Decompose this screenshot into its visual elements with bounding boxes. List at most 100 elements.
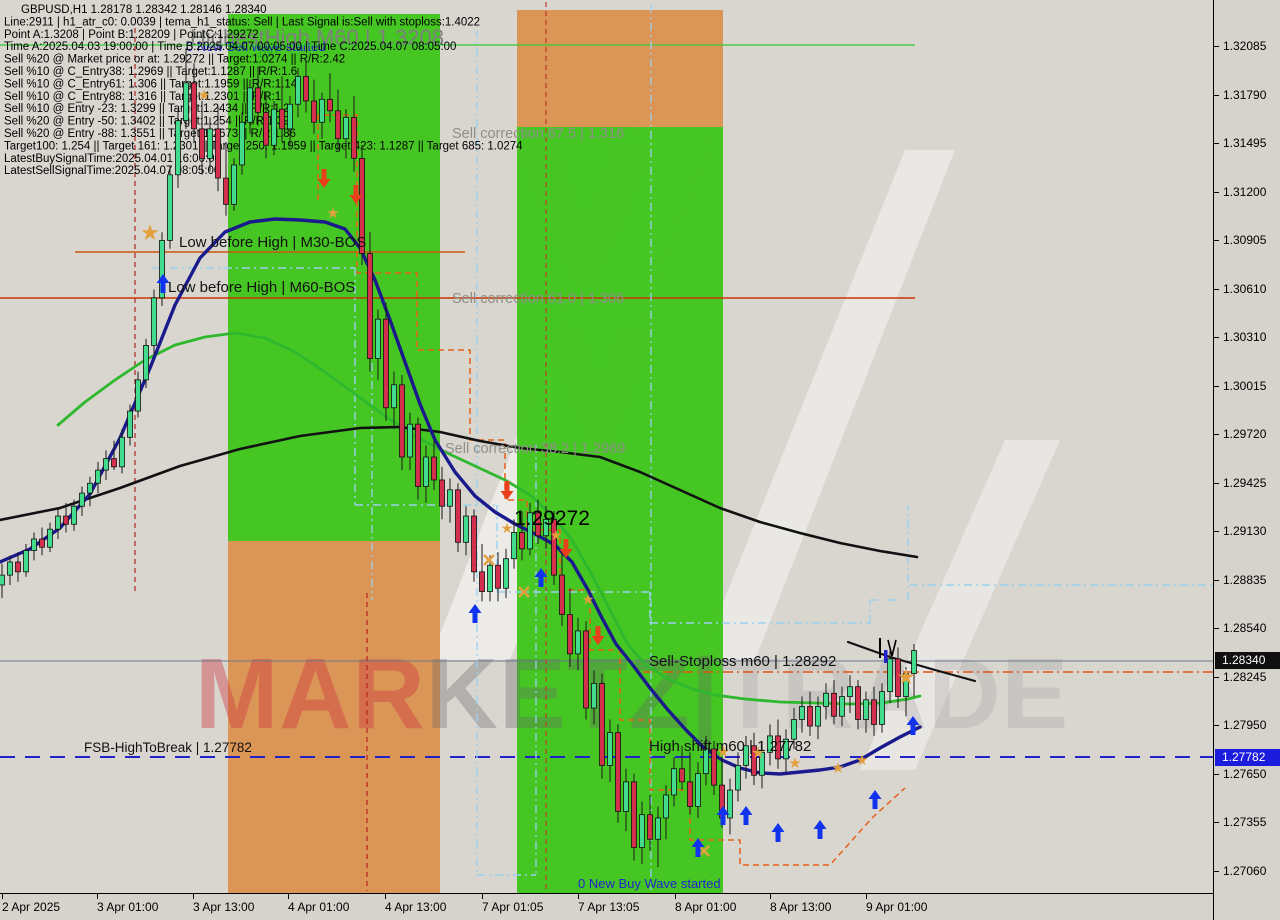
annotation-corr-382: Sell correction 38.2 | 1.2969 xyxy=(445,441,625,457)
candle xyxy=(151,289,157,356)
time-axis-tick xyxy=(97,894,98,899)
price-axis-tick xyxy=(1214,95,1219,96)
price-axis-label: 1.29720 xyxy=(1223,427,1267,441)
price-axis-tick xyxy=(1214,289,1219,290)
star-marker-icon: ★ xyxy=(550,527,563,543)
sell-arrow-icon xyxy=(500,481,514,500)
time-axis-label: 2 Apr 2025 xyxy=(2,900,61,914)
candle xyxy=(471,509,477,582)
info-line: Sell %20 @ Entry -50: 1.3402 || Target:1… xyxy=(4,116,290,128)
sell-arrow-icon xyxy=(559,539,573,558)
candle xyxy=(327,73,333,123)
candle xyxy=(215,105,221,192)
ma-line-green xyxy=(56,331,922,706)
time-axis-label: 4 Apr 01:00 xyxy=(288,900,350,914)
candle xyxy=(583,621,589,720)
price-axis-label: 1.32085 xyxy=(1223,39,1267,53)
price-axis-label: 1.27060 xyxy=(1223,864,1267,878)
cross-marker-icon xyxy=(483,554,495,566)
candle xyxy=(423,445,429,503)
candle xyxy=(567,588,573,668)
candle xyxy=(839,686,845,727)
cross-marker-icon xyxy=(698,845,710,857)
price-axis-tick xyxy=(1214,192,1219,193)
candle xyxy=(863,691,869,733)
price-axis-tick xyxy=(1214,143,1219,144)
annotation-fsb-high-to-break: FSB-HighToBreak | 1.27782 xyxy=(84,740,252,755)
candle xyxy=(287,96,293,146)
star-marker-icon: ★ xyxy=(751,745,765,762)
info-line: Sell %20 @ Entry -88: 1.3551 || Target:1… xyxy=(4,128,296,140)
candle xyxy=(375,309,381,380)
candle xyxy=(167,166,173,249)
candle xyxy=(351,96,357,172)
candle xyxy=(551,511,557,585)
time-axis-label: 9 Apr 01:00 xyxy=(866,900,928,914)
candle xyxy=(255,66,261,126)
candle xyxy=(271,100,277,156)
candle xyxy=(799,696,805,733)
price-axis-tick xyxy=(1214,580,1219,581)
candle xyxy=(71,499,77,531)
price-axis-label: 1.31200 xyxy=(1223,185,1267,199)
price-axis-label: 1.30310 xyxy=(1223,330,1267,344)
brand-watermark: MARKETZ|TRADE xyxy=(195,638,1069,751)
candle xyxy=(391,371,397,430)
star-marker-icon: ★ xyxy=(326,205,339,222)
price-axis-tick xyxy=(1214,386,1219,387)
candle xyxy=(671,757,677,807)
time-axis[interactable]: 2 Apr 2025 3 Apr 01:00 3 Apr 13:00 4 Apr 01… xyxy=(0,893,1213,920)
annotation-fib-100: 100 xyxy=(257,46,277,60)
candle xyxy=(527,502,533,556)
candle xyxy=(703,735,709,786)
candle xyxy=(759,740,765,789)
annotation-high-shift: High shift m60 | 1.27782 xyxy=(649,738,811,755)
candle xyxy=(623,768,629,832)
candle xyxy=(383,302,389,421)
candle xyxy=(47,522,53,553)
candle xyxy=(855,680,861,730)
chart-canvas[interactable]: MARKETZ|TRADE HighestHigh M60 | 1.3208 0 N… xyxy=(0,0,1213,893)
time-axis-label: 3 Apr 01:00 xyxy=(97,900,159,914)
candle xyxy=(783,729,789,773)
candle xyxy=(55,509,61,540)
buy-arrow-icon xyxy=(534,568,548,587)
buy-arrow-icon xyxy=(739,806,753,825)
candle xyxy=(223,141,229,216)
price-axis[interactable]: 1.32085 1.31790 1.31495 1.31200 1.30905 1.306… xyxy=(1213,0,1280,920)
candle xyxy=(559,548,565,626)
candle xyxy=(687,752,693,815)
price-axis-tick xyxy=(1214,483,1219,484)
sell-arrow-icon xyxy=(591,626,605,645)
info-line: GBPUSD,H1 1.28178 1.28342 1.28146 1.2834… xyxy=(21,4,267,16)
annotation-highest-high: HighestHigh M60 | 1.3208 xyxy=(190,25,444,50)
price-axis-tick xyxy=(1214,677,1219,678)
time-axis-tick xyxy=(770,894,771,899)
info-line: Line:2911 | h1_atr_c0: 0.0039 | tema_h1_… xyxy=(4,16,480,28)
star-marker-icon: ★ xyxy=(140,220,160,245)
candle xyxy=(439,466,445,520)
candle xyxy=(767,724,773,766)
candle xyxy=(79,486,85,517)
time-axis-tick xyxy=(482,894,483,899)
candle xyxy=(311,79,317,134)
candle xyxy=(199,100,205,175)
annotation-corr-610: Sell correction 61.0 | 1.306 xyxy=(452,291,624,307)
candle xyxy=(231,158,237,211)
time-axis-tick xyxy=(288,894,289,899)
price-axis-label: 1.27650 xyxy=(1223,767,1267,781)
candle xyxy=(679,745,685,791)
time-axis-tick xyxy=(866,894,867,899)
candle xyxy=(415,417,421,500)
price-axis-tick xyxy=(1214,434,1219,435)
annotation-low-before-high-m60: Low before High | M60-BOS xyxy=(168,279,355,296)
candle xyxy=(711,740,717,795)
candle xyxy=(879,683,885,733)
candle xyxy=(463,506,469,556)
candle xyxy=(207,117,213,172)
candle xyxy=(431,440,437,490)
sell-arrow-icon xyxy=(349,185,363,204)
candle xyxy=(695,762,701,818)
info-line: Point A:1.3208 | Point B:1.28209 | Point… xyxy=(4,29,259,41)
candle xyxy=(343,109,349,159)
